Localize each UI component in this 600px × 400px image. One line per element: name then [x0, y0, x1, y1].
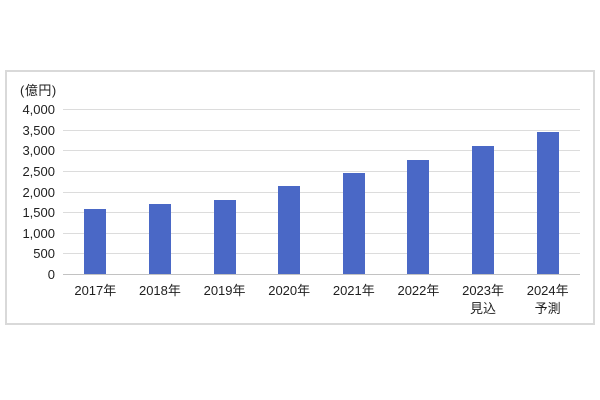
- bar-2022年: [407, 160, 430, 274]
- x-tick-label: 2023年見込: [441, 282, 525, 318]
- x-tick-label-year: 2017年: [74, 283, 117, 298]
- chart-container: (億円) 0 500 1,000 1,500 2,000 2,500 3,000 3,500 4…: [5, 70, 595, 325]
- gridline: [63, 253, 580, 255]
- x-tick-label-year: 2022年: [397, 283, 440, 298]
- x-tick-label-year: 2020年: [268, 283, 311, 298]
- y-tick-label: 1,000: [22, 225, 55, 241]
- bar-2017年: [84, 208, 107, 274]
- gridline: [63, 109, 580, 110]
- x-tick-label: 2017年: [53, 282, 137, 300]
- bar-2020年: [278, 186, 301, 274]
- gridline: [63, 191, 580, 193]
- y-tick-label: 0: [47, 267, 55, 282]
- gridline: [63, 150, 580, 152]
- x-tick-label: 2024年予測: [506, 282, 590, 318]
- x-tick-label: 2018年: [118, 282, 202, 300]
- y-tick-label: 2,000: [22, 184, 55, 200]
- gridline: [63, 212, 580, 214]
- x-tick-label-year: 2018年: [138, 283, 181, 298]
- x-axis-line: [63, 274, 580, 275]
- y-tick-label: 4,000: [22, 102, 55, 117]
- gridline: [63, 170, 580, 172]
- x-tick-label-note: 予測: [534, 301, 561, 316]
- bar-2023年: [472, 145, 495, 274]
- x-tick-label-year: 2021年: [332, 283, 375, 298]
- y-axis-unit-label: (億円): [20, 83, 57, 98]
- x-tick-label: 2021年: [312, 282, 396, 300]
- plot-area: [63, 109, 580, 275]
- x-tick-label: 2020年: [247, 282, 331, 300]
- y-tick-label: 500: [33, 246, 55, 262]
- y-tick-label: 2,500: [22, 163, 55, 179]
- y-tick-label: 3,000: [22, 143, 55, 159]
- bar-2021年: [342, 173, 365, 274]
- gridline: [63, 129, 580, 131]
- x-tick-label: 2022年: [376, 282, 460, 300]
- x-tick-label: 2019年: [183, 282, 267, 300]
- bar-2024年: [536, 131, 559, 274]
- y-tick-label: 3,500: [22, 122, 55, 138]
- x-tick-label-year: 2019年: [203, 283, 246, 298]
- x-tick-label-note: 見込: [470, 301, 497, 316]
- x-tick-label-year: 2024年: [526, 283, 569, 298]
- y-tick-label: 1,500: [22, 205, 55, 221]
- x-tick-label-year: 2023年: [462, 283, 505, 298]
- bar-2019年: [213, 199, 236, 274]
- bar-2018年: [148, 203, 171, 274]
- gridline: [63, 232, 580, 234]
